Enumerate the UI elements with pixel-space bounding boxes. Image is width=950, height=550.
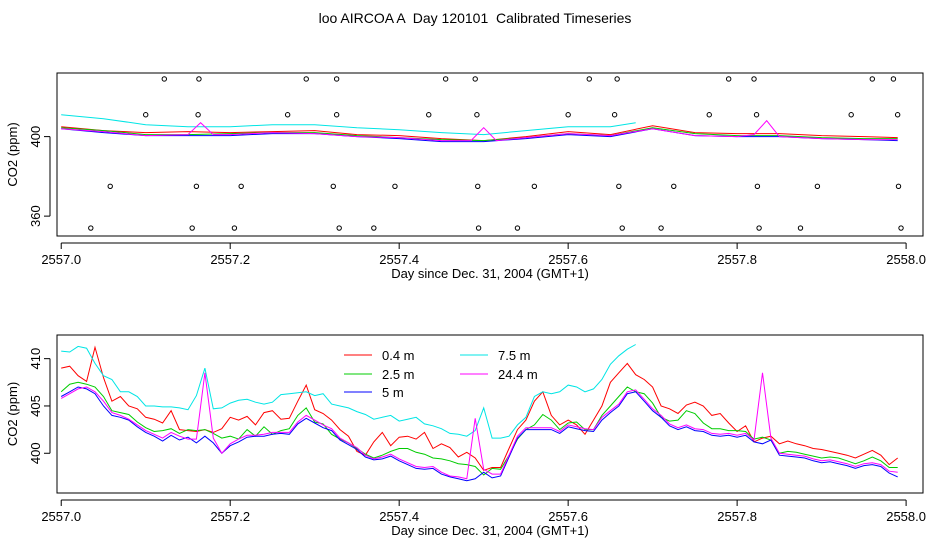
data-point — [797, 225, 804, 231]
legend-label: 2.5 m — [382, 367, 415, 382]
data-point — [895, 183, 902, 190]
data-point — [814, 183, 821, 190]
data-point — [706, 112, 712, 118]
plot-area — [60, 344, 899, 482]
data-point — [161, 76, 167, 82]
plot-area — [61, 76, 904, 231]
series-line-7-5-m — [61, 114, 636, 136]
data-point — [565, 112, 571, 118]
data-point — [671, 183, 677, 190]
data-point — [336, 225, 342, 231]
data-point — [869, 76, 876, 82]
data-point — [442, 76, 449, 82]
x-tick-label: 2557.0 — [41, 252, 81, 267]
series-line-2-5-m — [61, 127, 898, 142]
data-point — [754, 183, 761, 190]
data-point — [514, 225, 521, 231]
data-point — [426, 112, 432, 118]
series-line-5-m — [60, 386, 898, 482]
data-point — [894, 112, 901, 118]
x-axis-label: Day since Dec. 31, 2004 (GMT+1) — [391, 523, 589, 538]
x-tick-label: 2558.0 — [886, 252, 926, 267]
series-line-2-5-m — [60, 381, 898, 476]
x-tick-label: 2557.4 — [379, 509, 419, 524]
legend-label: 0.4 m — [382, 348, 415, 363]
data-point — [586, 76, 592, 82]
chart-title: loo AIRCOA A Day 120101 Calibrated Times… — [318, 10, 632, 26]
y-axis-label: CO2 (ppm) — [5, 382, 20, 446]
x-tick-label: 2557.6 — [548, 509, 588, 524]
data-point — [371, 225, 377, 231]
series-line-5-m — [61, 128, 898, 143]
legend-label: 7.5 m — [498, 348, 531, 363]
data-point — [330, 183, 336, 190]
y-tick-label: 400 — [28, 126, 43, 148]
data-point — [898, 225, 904, 231]
series-line-24-4-m — [60, 372, 898, 480]
data-point — [392, 183, 398, 190]
data-point — [333, 112, 340, 118]
data-point — [848, 112, 854, 118]
data-point — [474, 112, 480, 118]
data-point — [619, 225, 625, 231]
x-tick-label: 2557.4 — [379, 252, 419, 267]
legend: 0.4 m 2.5 m 5 m 7.5 m 24.4 m — [344, 348, 538, 400]
data-point — [531, 183, 538, 190]
data-point — [751, 76, 757, 82]
series-line-7-5-m — [61, 344, 636, 439]
data-point — [658, 225, 664, 231]
x-tick-label: 2557.8 — [717, 509, 757, 524]
x-axis-label: Day since Dec. 31, 2004 (GMT+1) — [391, 266, 589, 281]
plot-frame — [56, 334, 924, 494]
data-point — [725, 76, 732, 82]
data-point — [284, 112, 291, 118]
x-tick-label: 2557.2 — [210, 509, 250, 524]
data-point — [143, 112, 149, 118]
x-tick-label: 2557.6 — [548, 252, 588, 267]
top-panel: 2557.0 2557.2 2557.4 2557.6 2557.8 2558.0 Day … — [5, 72, 926, 281]
y-tick-label: 360 — [28, 205, 43, 227]
data-point — [472, 76, 478, 82]
y-tick-label: 410 — [28, 348, 43, 370]
x-tick-label: 2557.8 — [717, 252, 757, 267]
data-point — [195, 112, 201, 118]
data-point — [196, 76, 202, 82]
data-point — [88, 225, 94, 231]
legend-label: 5 m — [382, 385, 404, 400]
data-point — [107, 183, 113, 190]
y-axis-label: CO2 (ppm) — [5, 122, 20, 186]
data-point — [616, 183, 622, 190]
x-tick-label: 2557.0 — [41, 509, 81, 524]
data-point — [753, 112, 760, 118]
data-point — [231, 225, 238, 231]
data-point — [238, 183, 244, 190]
data-point — [189, 225, 195, 231]
data-point — [303, 76, 309, 82]
data-point — [756, 225, 762, 231]
plot-frame — [56, 72, 924, 237]
series-line-24-4-m — [61, 119, 898, 142]
x-tick-label: 2557.2 — [210, 252, 250, 267]
data-point — [193, 183, 200, 190]
data-point — [890, 76, 897, 82]
data-point — [614, 76, 620, 82]
data-point — [611, 112, 618, 118]
data-point — [475, 225, 482, 231]
bottom-panel: 2557.0 2557.2 2557.4 2557.6 2557.8 2558.0 Day … — [5, 334, 926, 538]
data-point — [333, 76, 340, 82]
series-line-0-4-m — [61, 345, 899, 471]
y-tick-label: 400 — [28, 442, 43, 464]
legend-label: 24.4 m — [498, 367, 538, 382]
x-tick-label: 2558.0 — [886, 509, 926, 524]
y-tick-label: 405 — [28, 395, 43, 417]
data-point — [475, 183, 481, 190]
